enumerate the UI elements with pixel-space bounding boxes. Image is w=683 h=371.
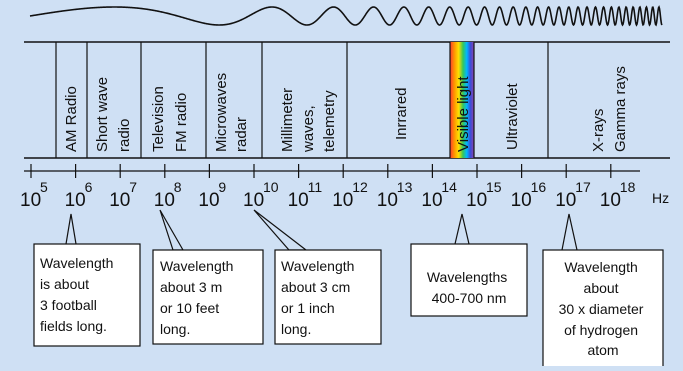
tick-label-exponent: 10 (263, 179, 279, 195)
axis-unit: Hz (652, 190, 669, 206)
visible-light-strip (450, 42, 474, 158)
tick-label-base: 10 (555, 190, 576, 211)
micro-note-text: Wavelength about 3 cm or 1 inch long. (281, 258, 358, 337)
tick-label-base: 10 (288, 190, 309, 211)
tick-label-exponent: 12 (352, 179, 368, 195)
tick-label-base: 10 (198, 190, 219, 211)
band-label-telemetry: telemetry (321, 90, 338, 152)
tick-label-exponent: 8 (174, 179, 182, 195)
visible-note-text: Wavelengths 400-700 nm (427, 269, 511, 306)
am-note-box (33, 243, 141, 347)
visible-note-box (410, 243, 528, 317)
tick-label-exponent: 9 (218, 179, 226, 195)
micro-note-leader (253, 209, 307, 251)
wave-icon (29, 5, 663, 27)
tick-label-base: 10 (65, 190, 86, 211)
band-label-waves: waves, (300, 105, 317, 153)
band-label-visible-light: Visible light (455, 76, 472, 152)
band-label-infrared: Inrrared (393, 87, 410, 140)
tick-label-exponent: 11 (308, 179, 323, 195)
tick-label-base: 10 (466, 190, 487, 211)
tick-label-exponent: 5 (40, 179, 48, 195)
am-note-leader (65, 213, 77, 245)
xray-note-text: Wavelength about 30 x diameter of hydrog… (559, 259, 648, 358)
am-note-text: Wavelength is about 3 football fields lo… (40, 255, 117, 334)
tick-label-base: 10 (377, 190, 398, 211)
band-label-am-radio: AM Radio (63, 86, 80, 152)
band-label-gamma-rays: Gamma rays (612, 66, 629, 152)
tick-label-base: 10 (600, 190, 621, 211)
note-boxes (33, 243, 664, 369)
tick-label-exponent: 14 (441, 179, 457, 195)
band-label-short-wave-2: radio (116, 119, 133, 152)
tick-label-exponent: 17 (575, 179, 591, 195)
tick-label-exponent: 13 (397, 179, 413, 195)
tick-label-base: 10 (109, 190, 130, 211)
band-label-radar: radar (233, 117, 250, 152)
tick-label-base: 10 (154, 190, 175, 211)
band-label-millimeter: Millimeter (279, 88, 296, 152)
tick-label-exponent: 16 (531, 179, 547, 195)
tick-label-base: 10 (421, 190, 442, 211)
tick-label-base: 10 (332, 190, 353, 211)
tick-label-exponent: 6 (85, 179, 93, 195)
band-dividers (55, 42, 549, 158)
micro-note-box (274, 249, 382, 345)
xray-note-box (542, 249, 664, 369)
axis-ticks: 1051061071081091010101110121013101410151… (20, 164, 636, 211)
band-label-short-wave: Short wave (94, 77, 111, 152)
visible-note-leader (454, 213, 470, 245)
note-texts: Wavelength is about 3 football fields lo… (40, 255, 648, 358)
tv-note-box (152, 249, 264, 345)
tick-label-exponent: 15 (486, 179, 502, 195)
tick-label-base: 10 (511, 190, 532, 211)
band-label-fm-radio: FM radio (173, 93, 190, 152)
tick-label-exponent: 18 (620, 179, 636, 195)
band-label-television: Television (150, 86, 167, 152)
tick-label-exponent: 7 (129, 179, 137, 195)
band-label-ultraviolet: Ultraviolet (504, 82, 521, 150)
band-label-x-rays: X-rays (590, 109, 607, 152)
tick-label-base: 10 (243, 190, 264, 211)
tick-label-base: 10 (20, 190, 41, 211)
band-labels: AM Radio Short wave radio Television FM … (63, 66, 629, 153)
tv-note-leader (159, 209, 184, 251)
tv-note-text: Wavelength about 3 m or 10 feet long. (160, 258, 237, 337)
band-label-microwaves: Microwaves (213, 73, 230, 152)
xray-note-leader (561, 213, 578, 251)
